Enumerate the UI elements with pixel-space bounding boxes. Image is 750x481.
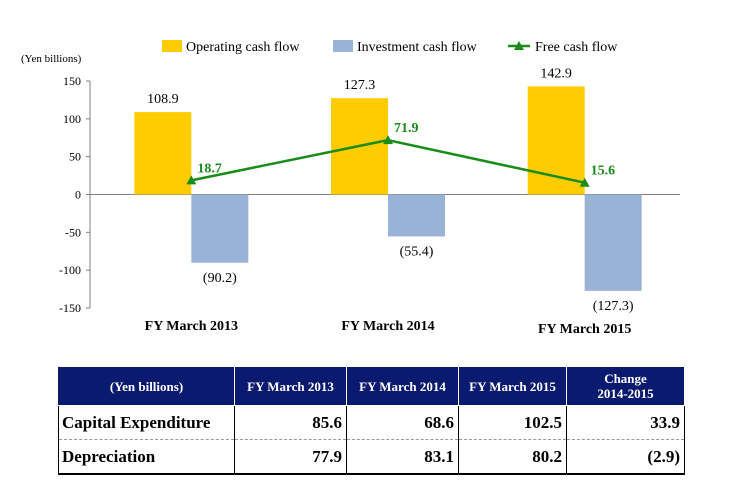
x-category-label: FY March 2015 bbox=[538, 322, 631, 337]
cell-value: 33.9 bbox=[566, 405, 685, 440]
table-header-fy2015: FY March 2015 bbox=[458, 366, 567, 406]
table-row-capex: Capital Expenditure 85.6 68.6 102.5 33.9 bbox=[58, 405, 685, 440]
y-tick-label: 0 bbox=[75, 188, 81, 202]
unit-label: (Yen billions) bbox=[21, 53, 82, 65]
legend-swatch-operating bbox=[162, 40, 182, 52]
bar-investment-cash-flow bbox=[584, 194, 642, 291]
bar-investment-cash-flow bbox=[388, 194, 445, 237]
cell-value: 85.6 bbox=[234, 405, 347, 440]
cell-value: 68.6 bbox=[346, 405, 459, 440]
capex-table: (Yen billions) FY March 2013 FY March 20… bbox=[58, 366, 685, 475]
data-label-operating: 127.3 bbox=[344, 78, 376, 93]
legend-label-operating: Operating cash flow bbox=[186, 40, 300, 55]
table-header-fy2013: FY March 2013 bbox=[234, 366, 347, 406]
legend-marker-free-cash-flow bbox=[514, 41, 524, 50]
row-label: Capital Expenditure bbox=[58, 405, 235, 440]
data-label-operating: 142.9 bbox=[540, 66, 572, 81]
y-tick-label: 50 bbox=[69, 150, 81, 164]
marker-free-cash-flow bbox=[579, 177, 590, 187]
data-label-operating: 108.9 bbox=[147, 92, 179, 107]
legend-label-investment: Investment cash flow bbox=[357, 40, 478, 55]
bar-operating-cash-flow bbox=[134, 112, 192, 195]
cell-value: 83.1 bbox=[346, 439, 459, 475]
cash-flow-chart: (Yen billions) 150 100 50 0 -50 -100 -150 108.9 (… bbox=[21, 40, 680, 337]
data-label-investment: (55.4) bbox=[400, 244, 434, 259]
cell-value: 80.2 bbox=[458, 439, 567, 475]
y-tick-label: 100 bbox=[63, 112, 81, 126]
marker-free-cash-flow bbox=[186, 175, 197, 185]
data-label-free-cash-flow: 18.7 bbox=[197, 161, 222, 176]
table-header-row: (Yen billions) FY March 2013 FY March 20… bbox=[58, 366, 685, 406]
x-category-label: FY March 2014 bbox=[341, 319, 434, 334]
data-label-free-cash-flow: 71.9 bbox=[394, 121, 419, 136]
row-label: Depreciation bbox=[58, 439, 235, 475]
y-tick-label: -150 bbox=[59, 301, 81, 315]
cell-value: (2.9) bbox=[566, 439, 685, 475]
data-label-free-cash-flow: 15.6 bbox=[591, 164, 616, 179]
x-category-label: FY March 2013 bbox=[145, 319, 238, 334]
bar-operating-cash-flow bbox=[527, 86, 585, 195]
table-header-change: Change 2014-2015 bbox=[566, 366, 685, 406]
y-tick-label: -100 bbox=[59, 263, 81, 277]
marker-free-cash-flow bbox=[383, 135, 393, 145]
table-row-depreciation: Depreciation 77.9 83.1 80.2 (2.9) bbox=[58, 439, 685, 475]
legend-swatch-investment bbox=[333, 40, 353, 52]
y-tick-label: 150 bbox=[63, 74, 81, 88]
table-header-change-period: 2014-2015 bbox=[597, 386, 654, 401]
table-header-unit: (Yen billions) bbox=[58, 366, 235, 406]
data-label-investment: (127.3) bbox=[593, 299, 634, 314]
table-header-change-title: Change bbox=[604, 371, 647, 386]
cell-value: 77.9 bbox=[234, 439, 347, 475]
bar-investment-cash-flow bbox=[191, 194, 249, 263]
table-header-fy2014: FY March 2014 bbox=[346, 366, 459, 406]
cell-value: 102.5 bbox=[458, 405, 567, 440]
legend-label-free-cash-flow: Free cash flow bbox=[535, 40, 618, 55]
y-tick-label: -50 bbox=[65, 225, 81, 239]
data-label-investment: (90.2) bbox=[203, 271, 237, 286]
